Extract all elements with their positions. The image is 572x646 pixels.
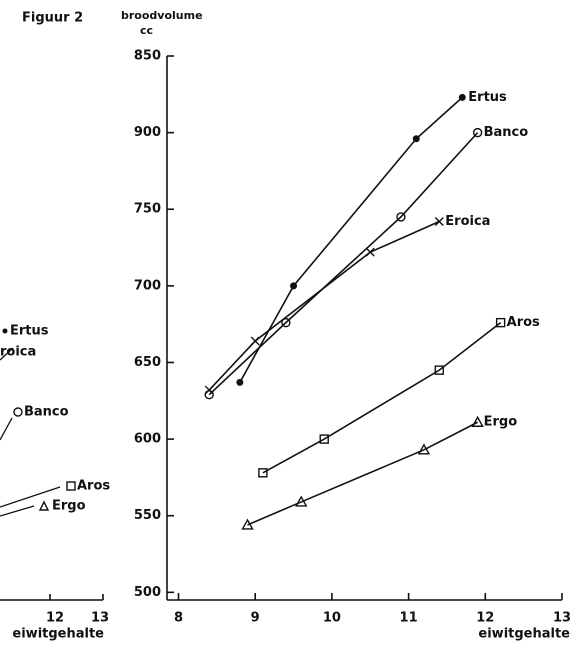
marker xyxy=(471,415,484,427)
series-label: Aros xyxy=(77,479,110,494)
marker xyxy=(241,518,254,530)
marker xyxy=(434,365,444,375)
marker xyxy=(38,500,50,511)
x-tick-label: 12 xyxy=(46,611,64,626)
marker xyxy=(250,336,260,346)
left-lines xyxy=(0,347,61,517)
y-tick-label: 650 xyxy=(134,355,161,370)
x-tick-label: 9 xyxy=(251,611,260,626)
series-label: Ergo xyxy=(52,499,86,514)
series-label: Eroica xyxy=(445,214,490,229)
marker xyxy=(434,217,444,226)
marker xyxy=(417,443,431,455)
series-label: roica xyxy=(0,345,36,360)
marker xyxy=(258,468,268,478)
y-tick-label: 700 xyxy=(134,278,161,293)
x-tick-label: 13 xyxy=(553,611,571,626)
y-tick-label: 550 xyxy=(134,508,161,523)
figure-label: Figuur 2 xyxy=(22,11,83,26)
marker xyxy=(236,378,244,386)
y-tick-label: 900 xyxy=(134,125,161,140)
series-label: Ergo xyxy=(484,415,518,430)
marker xyxy=(472,127,483,138)
series-label: Banco xyxy=(484,125,529,140)
y-axis-unit: cc xyxy=(140,24,153,37)
series-line xyxy=(262,322,502,474)
x-tick-label: 8 xyxy=(174,611,183,626)
series-line xyxy=(208,132,479,396)
marker xyxy=(66,481,76,491)
x-axis-label: eiwitgehalte xyxy=(478,627,570,642)
series-line xyxy=(247,421,478,526)
x-tick-label: 10 xyxy=(323,611,341,626)
x-tick-label: 12 xyxy=(476,611,494,626)
y-tick-label: 600 xyxy=(134,432,161,447)
marker xyxy=(458,93,466,101)
marker xyxy=(365,247,375,257)
series-label: Aros xyxy=(507,315,540,330)
series-label: Ertus xyxy=(10,324,49,339)
series-line xyxy=(208,220,440,391)
y-tick-label: 500 xyxy=(134,585,161,600)
x-tick-label: 11 xyxy=(400,611,418,626)
series-label: Banco xyxy=(24,405,69,420)
marker xyxy=(412,135,420,143)
marker xyxy=(290,282,298,290)
series-label: Ertus xyxy=(468,90,507,105)
x-axis-label: eiwitgehalte xyxy=(12,627,104,642)
series-line xyxy=(239,96,463,383)
marker xyxy=(495,317,506,328)
marker xyxy=(204,385,214,395)
marker xyxy=(396,212,406,222)
x-tick-label: 13 xyxy=(91,611,109,626)
y-axis-label: broodvolume xyxy=(121,9,203,22)
marker xyxy=(295,495,308,507)
marker xyxy=(319,434,329,444)
marker xyxy=(13,407,23,417)
y-tick-label: 750 xyxy=(134,202,161,217)
marker xyxy=(2,328,8,334)
y-tick-label: 850 xyxy=(134,49,161,64)
marker xyxy=(281,317,291,328)
